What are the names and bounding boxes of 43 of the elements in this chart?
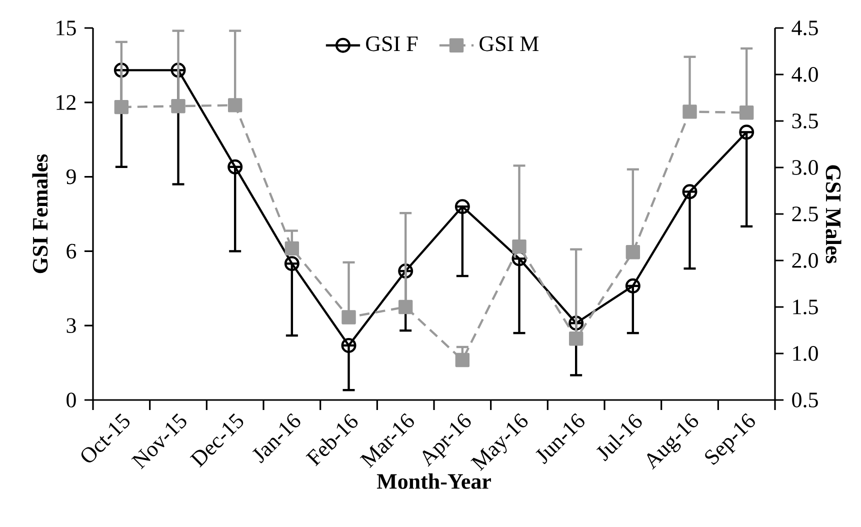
point: [568, 332, 584, 346]
y2-axis-title: GSI Males: [826, 165, 842, 264]
y-tick-label: 6: [66, 244, 76, 259]
y-tick-label: 15: [56, 20, 76, 36]
point: [626, 245, 640, 260]
y2-tick-label: 0.5: [792, 392, 818, 408]
y-tick-label: 9: [66, 169, 76, 184]
point: [398, 264, 414, 279]
point: [284, 241, 300, 256]
point: [114, 62, 129, 78]
point: [454, 199, 470, 214]
point: [568, 316, 584, 331]
point: [342, 310, 356, 324]
point: [739, 124, 754, 140]
point: [398, 300, 413, 314]
y2-tick-label: 2.5: [792, 206, 818, 222]
x-axis-title: Month-Year: [376, 473, 491, 489]
y-tick-label: 0: [66, 392, 76, 408]
point: [170, 62, 186, 78]
point: [682, 184, 698, 200]
y-tick-label: 12: [56, 95, 76, 110]
point: [455, 352, 470, 368]
point: [739, 106, 754, 120]
y2-tick-label: 1.0: [793, 346, 818, 361]
y-tick-label: 3: [66, 318, 76, 333]
point: [284, 256, 300, 272]
point: [341, 338, 356, 353]
point: [228, 98, 242, 112]
point: [682, 104, 697, 119]
y2-tick-label: 3.0: [792, 160, 818, 175]
legend-label: GSI F: [366, 36, 418, 52]
y-axis-title: GSI Females: [32, 154, 48, 274]
y2-tick-label: 3.5: [792, 114, 818, 128]
y2-tick-label: 4.0: [792, 67, 818, 82]
y2-tick-label: 4.5: [792, 20, 818, 36]
point: [228, 159, 243, 174]
point: [625, 278, 640, 294]
point: [512, 239, 526, 254]
y2-tick-label: 1.5: [793, 300, 818, 314]
y2-tick-label: 2.0: [792, 253, 818, 268]
legend-label: GSI M: [480, 36, 539, 52]
point: [114, 100, 129, 114]
point: [171, 99, 186, 114]
